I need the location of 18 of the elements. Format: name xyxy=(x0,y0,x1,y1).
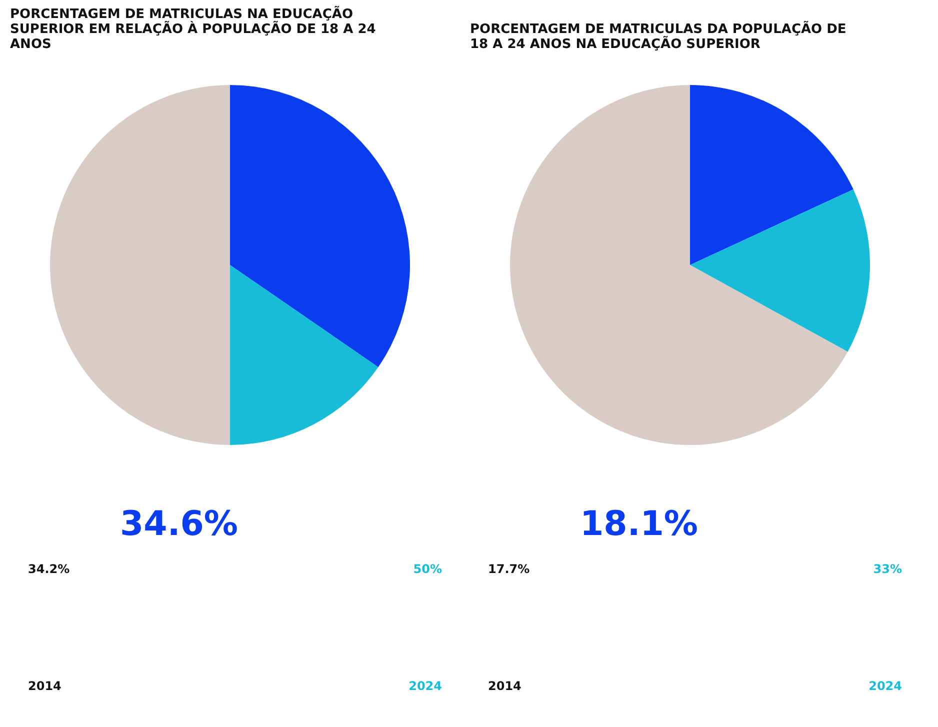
text: 50% xyxy=(413,562,442,576)
pie-slice xyxy=(690,85,854,265)
text: 33% xyxy=(873,562,902,576)
pie-slice xyxy=(230,265,378,445)
pie-slice xyxy=(690,189,870,352)
text: 2014 xyxy=(28,679,62,693)
pie-slice xyxy=(230,85,410,368)
text: 2024 xyxy=(868,679,902,693)
text: 18.1% xyxy=(580,504,698,544)
text: 34.2% xyxy=(28,562,70,576)
pie-slice xyxy=(510,85,848,445)
chart-title: PORCENTAGEM DE MATRICULAS DA POPULAÇÃO DE 18 A 24 ANOS NA EDUCAÇÃO SUPERIOR xyxy=(470,20,846,52)
chart-title: PORCENTAGEM DE MATRICULAS NA EDUCAÇÃO SUPERIOR EM RELAÇÃO À POPULAÇÃO DE 18 A 24 ANOS xyxy=(10,5,376,52)
pie-slice xyxy=(50,85,230,445)
text: 2024 xyxy=(408,679,442,693)
text: 17.7% xyxy=(488,562,530,576)
text: 34.6% xyxy=(120,504,238,544)
text: 2014 xyxy=(488,679,522,693)
